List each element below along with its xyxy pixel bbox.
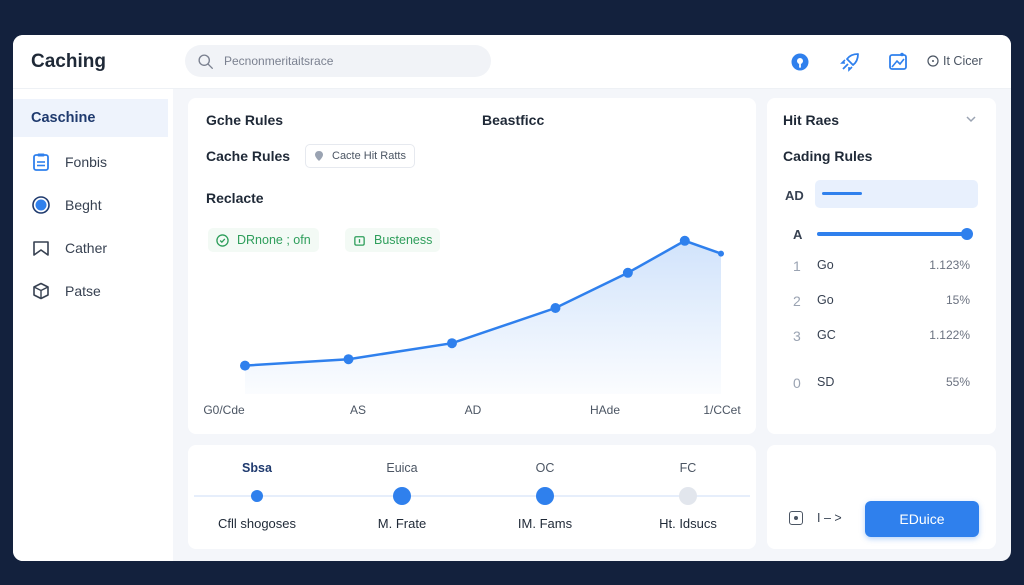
app-title: Caching: [31, 51, 106, 72]
x-tick-label: G0/Cde: [203, 403, 245, 417]
card-title: Gche Rules: [206, 112, 284, 128]
search-bar[interactable]: [185, 45, 491, 77]
hit-rates-title: Hit Raes: [783, 112, 840, 128]
data-point[interactable]: [446, 338, 457, 349]
location-pin-icon[interactable]: [789, 51, 811, 73]
x-tick-label: 1/CCet: [703, 403, 741, 417]
x-tick-label: HAde: [590, 403, 620, 417]
row-index: 3: [793, 328, 801, 344]
row-value: 55%: [945, 375, 970, 389]
app-window: Caching: [13, 35, 1011, 561]
sidebar-item-cather[interactable]: Cather: [31, 238, 107, 258]
sidebar-item-beght[interactable]: Beght: [31, 195, 102, 215]
x-tick-label: AD: [465, 403, 482, 417]
rate-slider[interactable]: [817, 228, 973, 240]
slider-label: A: [793, 227, 803, 242]
rocket-icon[interactable]: [839, 51, 861, 73]
top-bar: Caching: [13, 35, 1011, 89]
row-name: Go: [817, 258, 834, 272]
step-bottom-label: Cfll shogoses: [217, 516, 297, 531]
hit-rates-card: Hit Raes Cading Rules AD A 1 Go 1.123% 2 Go 1…: [767, 98, 996, 434]
steps-track: [194, 495, 750, 497]
data-point[interactable]: [622, 267, 633, 278]
data-point[interactable]: [679, 235, 690, 246]
chevron-down-icon[interactable]: [965, 112, 977, 124]
legend-item-drnone[interactable]: DRnone ; ofn: [208, 228, 319, 252]
section-label: Reclacte: [206, 190, 264, 206]
step-dot[interactable]: [679, 487, 697, 505]
row-value: 15%: [945, 293, 970, 307]
help-icon: [927, 55, 939, 67]
input-bar: [822, 192, 862, 195]
row-index: 1: [793, 258, 801, 274]
sidebar-item-patse[interactable]: Patse: [31, 281, 101, 301]
tag-label: Cacte Hit Ratts: [332, 150, 406, 162]
data-point[interactable]: [343, 354, 354, 365]
row-index: 2: [793, 293, 801, 309]
square-dot-icon[interactable]: [789, 511, 803, 525]
calendar-icon: [354, 235, 365, 246]
sidebar-item-label: Beght: [65, 197, 102, 213]
data-point[interactable]: [718, 250, 724, 257]
step-top-label: FC: [679, 461, 697, 475]
data-point[interactable]: [240, 360, 250, 371]
row-value: 1.122%: [929, 328, 970, 342]
search-input[interactable]: [224, 54, 474, 68]
step-dot[interactable]: [536, 487, 554, 505]
step-top-label: Euica: [386, 461, 418, 475]
pin-icon: [315, 151, 323, 161]
primary-action-button[interactable]: EDuice: [865, 501, 979, 537]
cache-rules-chart-card: Gche Rules Beastficc Cache Rules Cacte H…: [188, 98, 756, 434]
legend-item-busteness[interactable]: Busteness: [345, 228, 441, 252]
sidebar-item-fonbis[interactable]: Fonbis: [31, 152, 107, 172]
slider-handle[interactable]: [961, 228, 973, 240]
step-top-label: Sbsa: [242, 461, 272, 475]
search-icon: [198, 53, 213, 69]
area-chart: G0/Cde AS AD HAde 1/CCet: [203, 235, 741, 417]
sidebar-item-label: Cather: [65, 240, 108, 256]
action-card: I – > EDuice: [767, 445, 996, 549]
user-menu[interactable]: It Cicer: [927, 54, 983, 68]
card-subtitle: Beastficc: [482, 112, 545, 128]
step-top-label: OC: [535, 461, 555, 475]
user-label: It Cicer: [943, 54, 983, 68]
step-bottom-label: IM. Fams: [517, 516, 573, 531]
row-name: Go: [817, 293, 834, 307]
radio-icon: [32, 196, 50, 214]
step-dot[interactable]: [251, 490, 263, 502]
area-fill: [245, 240, 721, 394]
sidebar-item-label: Patse: [65, 283, 101, 299]
step-bottom-label: Ht. Idsucs: [659, 516, 717, 531]
progress-steps-card: Sbsa Cfll shogoses Euica M. Frate OC IM. Fams…: [188, 445, 756, 549]
legend-label: DRnone ; ofn: [237, 233, 311, 247]
row-name: SD: [817, 375, 835, 389]
shield-icon: [216, 233, 229, 247]
step-bottom-label: M. Frate: [377, 516, 427, 531]
row-value: 1.123%: [929, 258, 970, 272]
caching-rules-label: Cading Rules: [783, 148, 873, 164]
sidebar-item-caschine[interactable]: Caschine: [13, 99, 168, 137]
cache-rules-label: Cache Rules: [206, 148, 291, 164]
legend-label: Busteness: [374, 233, 433, 247]
box-icon: [33, 282, 49, 300]
bookmark-icon: [33, 241, 49, 256]
input-label: AD: [785, 188, 804, 203]
pager-label[interactable]: I – >: [817, 511, 842, 525]
rule-input[interactable]: [815, 180, 978, 208]
sidebar: Caschine Fonbis Beght Cather: [13, 89, 173, 561]
sidebar-item-label: Fonbis: [65, 154, 108, 170]
image-frame-icon[interactable]: [887, 51, 909, 73]
badge-icon: [33, 153, 49, 171]
cache-hit-ratio-tag[interactable]: Cacte Hit Ratts: [305, 144, 415, 168]
row-index: 0: [793, 375, 801, 391]
data-point[interactable]: [550, 303, 561, 313]
slider-fill: [817, 232, 967, 236]
step-dot[interactable]: [393, 487, 411, 505]
row-name: GC: [817, 328, 836, 342]
x-tick-label: AS: [350, 403, 366, 417]
